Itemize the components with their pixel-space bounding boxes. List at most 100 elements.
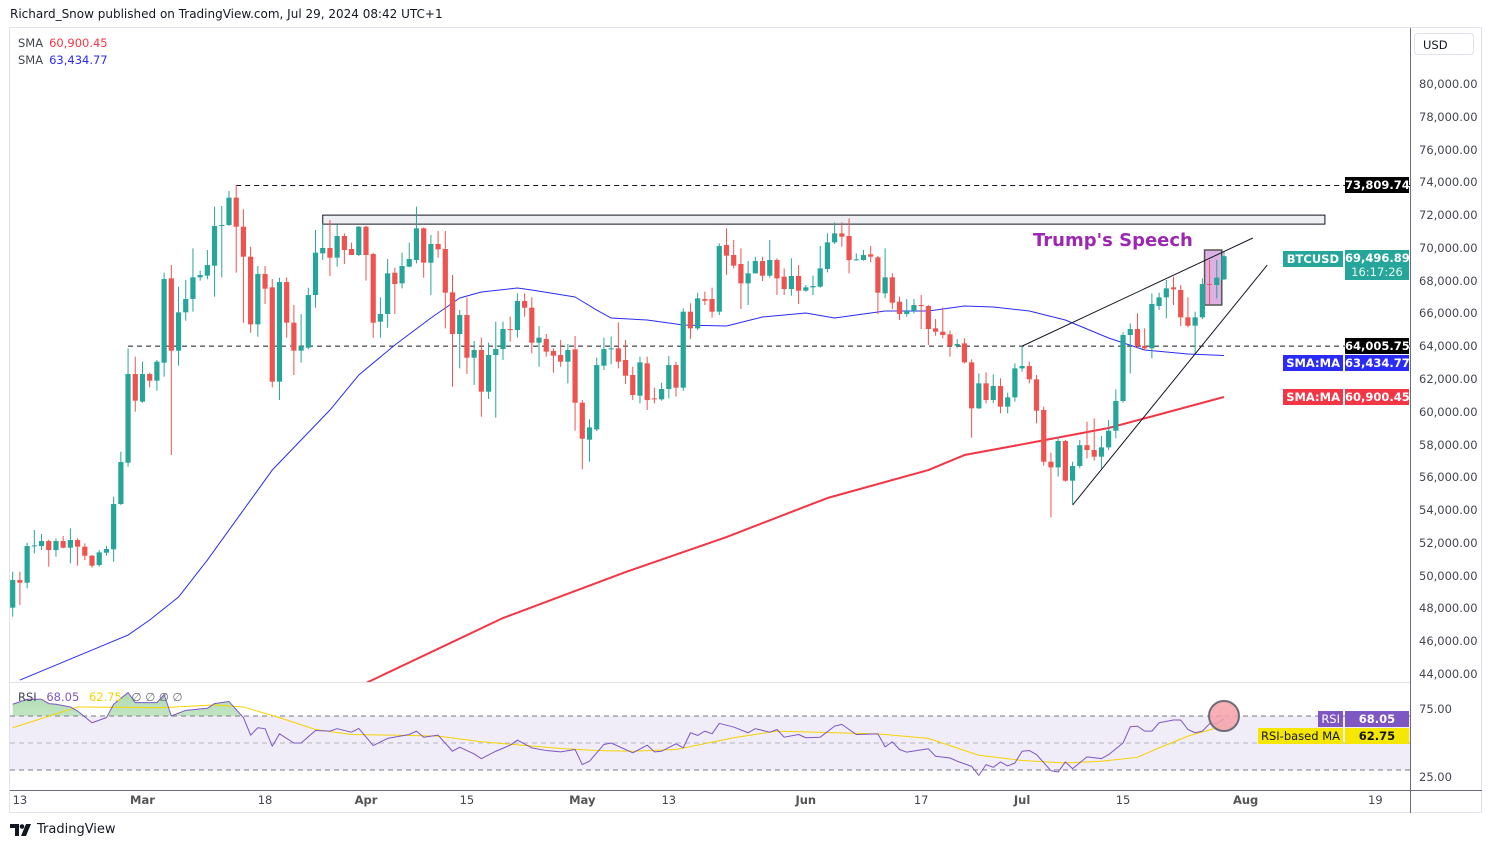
candle <box>1026 361 1032 384</box>
candle-body <box>932 328 939 332</box>
candle-body <box>399 266 405 284</box>
candle-body <box>442 249 448 293</box>
candle-body <box>954 344 960 346</box>
time-tick-label: 17 <box>913 793 929 807</box>
price-tick-label: 46,000.00 <box>1419 634 1478 649</box>
candle-body <box>529 307 535 343</box>
legend-sma-fast[interactable]: SMA 63,434.77 <box>18 52 108 69</box>
candle <box>716 243 722 316</box>
candle <box>961 338 968 364</box>
candle-body <box>493 349 499 356</box>
candle-body <box>1185 317 1191 326</box>
candle <box>31 530 37 554</box>
candle <box>586 419 593 462</box>
candle <box>997 378 1004 414</box>
candle-body <box>46 541 52 551</box>
candle <box>269 279 275 388</box>
candle <box>1206 260 1213 306</box>
candle <box>17 571 23 606</box>
candle-body <box>17 580 23 583</box>
legend-value: 63,434.77 <box>49 53 108 67</box>
candle <box>248 246 254 333</box>
candle <box>983 372 989 404</box>
candle-body <box>947 334 953 346</box>
candle-body <box>514 301 520 331</box>
time-tick-label: Apr <box>354 793 378 807</box>
candle-body <box>240 226 247 257</box>
candle-body <box>608 348 614 350</box>
candle <box>139 361 146 403</box>
candle <box>969 359 975 438</box>
candle-body <box>579 402 585 439</box>
rsi-legend[interactable]: RSI 68.05 62.75 ∅ ∅ ∅ ∅ <box>18 690 189 704</box>
candle-body <box>312 252 319 296</box>
candle-body <box>363 226 369 256</box>
candle-body <box>464 315 470 358</box>
candle-body <box>868 254 874 257</box>
candle-body <box>651 398 657 400</box>
candle-body <box>89 555 95 566</box>
candle-body <box>334 236 340 258</box>
candle-body <box>875 257 881 293</box>
candle <box>320 223 326 261</box>
price-tick-label: 68,000.00 <box>1419 273 1478 288</box>
candle <box>788 258 794 296</box>
last-price-tag: 69,496.89 16:17:26 <box>1345 250 1410 280</box>
drawings-front[interactable] <box>1021 237 1268 506</box>
price-tick-label: 52,000.00 <box>1419 535 1478 550</box>
candle-body <box>1120 335 1126 402</box>
candle-body <box>356 226 362 256</box>
candle-body <box>543 339 549 352</box>
candle <box>312 230 319 308</box>
price-tick-label: 76,000.00 <box>1419 142 1478 157</box>
indicator-legend: SMA 60,900.45 SMA 63,434.77 <box>18 35 108 69</box>
currency-selector[interactable]: USD <box>1414 33 1474 55</box>
candle-body <box>10 580 16 608</box>
candle-body <box>904 311 910 315</box>
candle-body <box>767 260 773 276</box>
candle-body <box>1127 329 1133 336</box>
candle <box>795 265 802 305</box>
candle <box>853 253 859 261</box>
legend-sma-slow[interactable]: SMA 60,900.45 <box>18 35 108 52</box>
candle-body <box>370 254 376 323</box>
candle <box>38 534 45 551</box>
candle <box>767 240 773 278</box>
candle-body <box>695 298 701 329</box>
candle-body <box>24 546 30 583</box>
symbol-name-tag: BTCUSD <box>1282 251 1343 267</box>
candle-body <box>255 274 261 325</box>
candles <box>10 185 1227 617</box>
tradingview-footer[interactable]: TradingView <box>10 822 116 837</box>
candle <box>1127 323 1133 374</box>
candle <box>723 228 730 276</box>
candle <box>1142 328 1148 351</box>
candle-body <box>969 362 975 409</box>
candle-body <box>413 228 420 261</box>
candle <box>370 252 376 338</box>
candle <box>204 250 210 280</box>
annotation-text[interactable]: Trump's Speech <box>1033 230 1193 251</box>
candle <box>522 293 528 317</box>
candle <box>1170 276 1177 306</box>
candle-body <box>204 265 210 276</box>
candle <box>832 222 838 245</box>
price-tag: 63,434.77 <box>1345 355 1410 372</box>
candle <box>882 248 888 299</box>
candle-body <box>1192 317 1198 326</box>
candle <box>615 322 621 369</box>
candle <box>406 242 412 268</box>
candle <box>132 356 138 412</box>
candle-body <box>449 292 456 335</box>
candle <box>601 337 607 371</box>
candle-body <box>1041 410 1047 462</box>
candle-body <box>1077 445 1083 467</box>
candle <box>1041 406 1047 466</box>
time-tick-label: 13 <box>12 793 28 807</box>
sma-fast-line <box>19 287 1225 681</box>
last-price: 69,496.89 <box>1345 251 1410 265</box>
candle <box>10 571 16 617</box>
candle <box>1199 278 1205 320</box>
candle <box>1005 392 1011 414</box>
